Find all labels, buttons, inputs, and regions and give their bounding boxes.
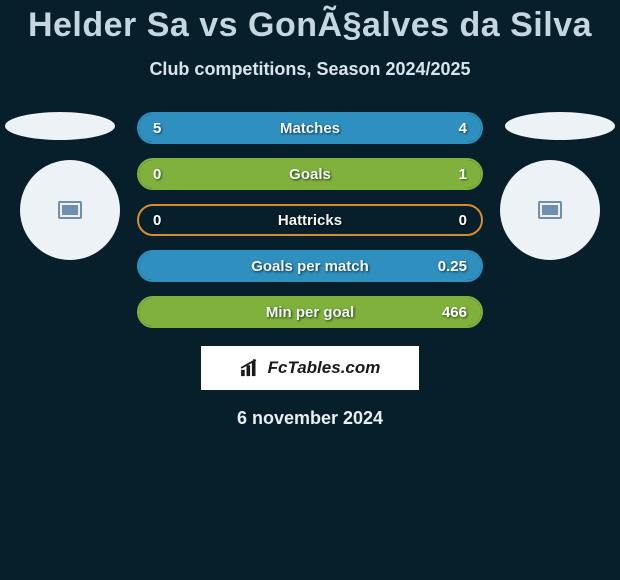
stat-labels: 0Goals1 bbox=[139, 160, 481, 188]
stat-labels: Goals per match0.25 bbox=[139, 252, 481, 280]
stat-labels: Min per goal466 bbox=[139, 298, 481, 326]
player1-name-ellipse bbox=[5, 112, 115, 140]
stat-row: 0Hattricks0 bbox=[137, 204, 483, 236]
player1-avatar bbox=[20, 160, 120, 260]
stat-name: Min per goal bbox=[139, 304, 481, 321]
stat-name: Goals bbox=[139, 166, 481, 183]
stat-row: Min per goal466 bbox=[137, 296, 483, 328]
stat-row: Goals per match0.25 bbox=[137, 250, 483, 282]
stat-row: 0Goals1 bbox=[137, 158, 483, 190]
player2-name-ellipse bbox=[505, 112, 615, 140]
stat-name: Hattricks bbox=[139, 212, 481, 229]
stat-row: 5Matches4 bbox=[137, 112, 483, 144]
page-title: Helder Sa vs GonÃ§alves da Silva bbox=[0, 0, 620, 45]
comparison-block: 5Matches4 0Goals1 0Hattricks0 Goals per mat… bbox=[0, 112, 620, 429]
subtitle: Club competitions, Season 2024/2025 bbox=[0, 59, 620, 80]
bars-icon bbox=[240, 359, 262, 377]
stat-labels: 5Matches4 bbox=[139, 114, 481, 142]
player2-avatar bbox=[500, 160, 600, 260]
brand-text: FcTables.com bbox=[268, 358, 381, 378]
player-placeholder-icon bbox=[538, 201, 562, 219]
player-placeholder-icon bbox=[58, 201, 82, 219]
stat-bars: 5Matches4 0Goals1 0Hattricks0 Goals per mat… bbox=[137, 112, 483, 328]
brand-badge: FcTables.com bbox=[201, 346, 419, 390]
stat-name: Goals per match bbox=[139, 258, 481, 275]
date-text: 6 november 2024 bbox=[0, 408, 620, 429]
stat-labels: 0Hattricks0 bbox=[139, 206, 481, 234]
stat-name: Matches bbox=[139, 120, 481, 137]
